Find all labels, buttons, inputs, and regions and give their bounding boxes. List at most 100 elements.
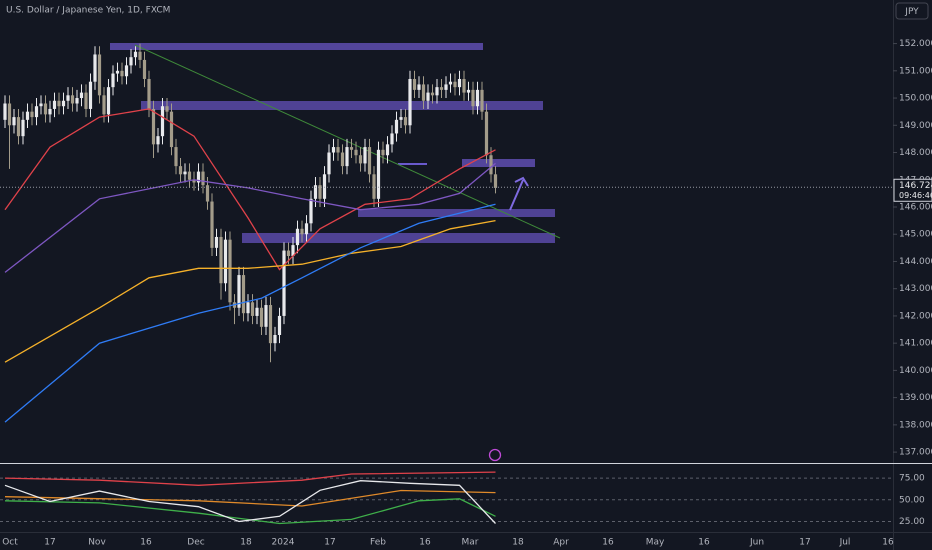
y-tick-label: 25.00: [899, 517, 925, 527]
candle-body: [201, 171, 205, 186]
candle-body: [484, 111, 489, 156]
indicator-line: [4, 219, 496, 363]
indicator-line: [4, 489, 496, 507]
candle-body: [196, 171, 201, 183]
candle-body: [169, 111, 174, 148]
arrow: [509, 176, 529, 211]
currency[interactable]: JPY: [904, 7, 919, 17]
candle-body: [255, 307, 259, 316]
x-tick-label: Feb: [370, 538, 386, 548]
candle-body: [97, 54, 102, 96]
indicator-line: [4, 108, 496, 271]
candle-body: [475, 89, 480, 107]
candle-body: [16, 117, 21, 137]
candle-body: [493, 174, 498, 188]
x-tick-label: May: [646, 538, 665, 548]
y-tick-label: 146.000: [899, 202, 932, 212]
zone: [242, 233, 555, 243]
event-icon[interactable]: [488, 448, 502, 462]
x-tick-label: Jun: [749, 538, 764, 548]
candle-body: [66, 95, 70, 101]
candle-body: [205, 185, 210, 202]
x-tick-label: 17: [799, 538, 810, 548]
x-tick-label: Mar: [462, 538, 479, 548]
candle-body: [444, 84, 448, 90]
x-tick-label: 17: [324, 538, 335, 548]
candle-body: [52, 100, 57, 109]
candle-body: [313, 185, 318, 199]
candle-body: [7, 103, 12, 126]
countdown: 09:46:46: [899, 191, 932, 200]
candle-body: [417, 84, 421, 90]
x-tick-label: 16: [698, 538, 710, 548]
zone: [110, 43, 483, 50]
candle-body: [223, 239, 228, 284]
x-tick-label: 16: [882, 538, 894, 548]
candle-body: [354, 149, 358, 156]
candle-body: [124, 65, 129, 77]
candle-body: [75, 98, 79, 104]
x-tick-label: 16: [602, 538, 614, 548]
y-tick-label: 151.000: [899, 66, 932, 76]
candle-body: [102, 95, 106, 115]
candle-body: [385, 144, 390, 156]
candle-body: [466, 89, 471, 93]
candle-body: [106, 87, 111, 115]
candle-body: [327, 152, 331, 175]
candle-body: [187, 171, 192, 180]
zone: [141, 101, 543, 110]
candle-body: [115, 70, 120, 74]
candle-body: [21, 119, 25, 137]
last-price-box: [893, 178, 932, 202]
candle-body: [268, 305, 273, 344]
candle-body: [88, 81, 93, 109]
candle-body: [390, 133, 394, 145]
y-tick-label: 144.000: [899, 257, 932, 267]
x-tick-label: Jul: [839, 538, 851, 548]
candle-body: [214, 236, 219, 248]
candles: [3, 43, 498, 363]
candle-body: [151, 108, 156, 145]
y-tick-label: 50.00: [899, 495, 925, 505]
candle-body: [156, 136, 160, 145]
x-tick-label: Apr: [553, 538, 569, 548]
candle-body: [160, 106, 165, 137]
candle-body: [430, 92, 435, 96]
y-tick-label: 152.000: [899, 39, 932, 49]
candle-body: [439, 87, 444, 90]
candle-body: [291, 245, 295, 257]
candle-body: [304, 223, 309, 235]
candle-body: [358, 155, 363, 164]
indicator-line: [4, 471, 496, 486]
candle-body: [120, 70, 124, 77]
candle-body: [295, 228, 300, 246]
candle-body: [453, 81, 457, 88]
candle-body: [250, 302, 255, 316]
y-tick-label: 139.000: [899, 393, 932, 403]
candle-body: [79, 92, 84, 99]
candle-body: [336, 147, 340, 153]
candle-body: [381, 149, 385, 156]
candle-body: [84, 92, 88, 109]
candle-body: [340, 152, 345, 167]
candle-body: [273, 334, 277, 344]
candle-body: [480, 89, 484, 112]
candle-body: [349, 147, 354, 150]
currency-box[interactable]: [895, 2, 929, 20]
candle-body: [228, 239, 232, 303]
candle-body: [34, 106, 39, 118]
candle-body: [421, 84, 426, 101]
candle-body: [286, 250, 291, 257]
x-tick-label: Dec: [187, 538, 204, 548]
candle-body: [192, 179, 196, 183]
candle-body: [237, 275, 241, 308]
y-tick-label: 138.000: [899, 420, 932, 430]
candle-body: [133, 51, 138, 58]
candle-body: [367, 147, 372, 175]
candle-body: [183, 171, 187, 175]
candle-body: [282, 250, 286, 316]
candle-body: [39, 103, 43, 107]
candle-body: [12, 117, 16, 126]
